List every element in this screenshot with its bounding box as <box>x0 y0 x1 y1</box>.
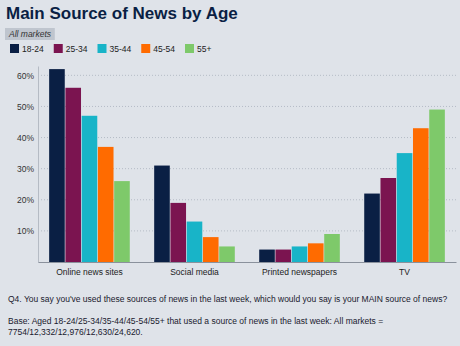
legend-label: 45-54 <box>153 44 175 54</box>
bar <box>380 178 396 262</box>
legend-item: 25-34 <box>54 44 88 54</box>
x-tick: Social media <box>170 262 219 277</box>
y-tick: 60% <box>17 71 38 81</box>
bar <box>429 110 445 262</box>
x-axis: Online news sites Social media Printed new… <box>39 262 457 277</box>
legend-item: 45-54 <box>141 44 175 54</box>
bar <box>154 166 170 262</box>
legend-item: 18-24 <box>10 44 44 54</box>
legend-swatch <box>98 44 107 53</box>
legend-swatch <box>185 44 194 53</box>
bar <box>49 69 65 262</box>
bar <box>65 88 81 262</box>
bars <box>49 69 445 262</box>
grid-line <box>38 137 456 138</box>
legend-item: 35-44 <box>98 44 132 54</box>
y-tick-label: 40% <box>17 133 34 143</box>
bar <box>308 243 324 262</box>
grid-line <box>38 106 456 107</box>
legend-swatch <box>141 44 150 53</box>
x-tick: Printed newspapers <box>262 262 337 277</box>
annotation: Base: Aged 18-24/25-34/35-44/45-54/55+ t… <box>8 316 453 338</box>
legend-label: 18-24 <box>22 44 44 54</box>
x-tick-label: Social media <box>170 267 219 277</box>
legend-swatch <box>54 44 63 53</box>
y-tick: 30% <box>17 164 38 174</box>
chart: Main Source of News by Age All markets 18-… <box>0 0 460 290</box>
bar <box>292 246 308 262</box>
legend: 18-24 25-34 35-44 45-54 55+ <box>10 44 211 54</box>
y-tick-label: 10% <box>17 226 34 236</box>
bar <box>275 250 291 262</box>
y-tick: 10% <box>17 226 38 236</box>
title: Main Source of News by Age <box>6 4 238 23</box>
y-tick-label: 60% <box>17 71 34 81</box>
y-axis-line <box>38 67 39 263</box>
y-tick-label: 30% <box>17 164 34 174</box>
bar <box>397 153 413 262</box>
y-tick: 50% <box>17 102 38 112</box>
subtitle-bg <box>5 28 55 40</box>
legend-label: 55+ <box>197 44 211 54</box>
bar <box>259 250 275 262</box>
y-axis: 10% 20% 30% 40% 50% 60% <box>17 67 39 263</box>
x-tick: TV <box>399 262 410 277</box>
legend-swatch <box>10 44 19 53</box>
bar <box>187 222 203 262</box>
bar <box>114 181 130 262</box>
y-tick: 40% <box>17 133 38 143</box>
bar <box>364 194 380 262</box>
x-tick-label: Printed newspapers <box>262 267 337 277</box>
bar <box>98 147 114 262</box>
bar <box>413 128 429 262</box>
y-tick-label: 50% <box>17 102 34 112</box>
x-tick: Online news sites <box>56 262 123 277</box>
bar <box>219 246 235 262</box>
bar <box>203 237 219 262</box>
bar <box>82 116 98 262</box>
x-tick-label: TV <box>399 267 410 277</box>
y-tick: 20% <box>17 195 38 205</box>
bar <box>170 203 186 262</box>
legend-item: 55+ <box>185 44 211 54</box>
legend-label: 35-44 <box>110 44 132 54</box>
subtitle: All markets <box>8 29 52 39</box>
grid-line <box>38 75 456 76</box>
legend-label: 25-34 <box>66 44 88 54</box>
x-tick-label: Online news sites <box>56 267 123 277</box>
x-axis-line <box>39 262 457 263</box>
y-tick-label: 20% <box>17 195 34 205</box>
subtitle-badge: All markets <box>5 28 55 40</box>
bar <box>324 234 340 262</box>
annotation: Q4. You say you've used these sources of… <box>8 294 453 305</box>
